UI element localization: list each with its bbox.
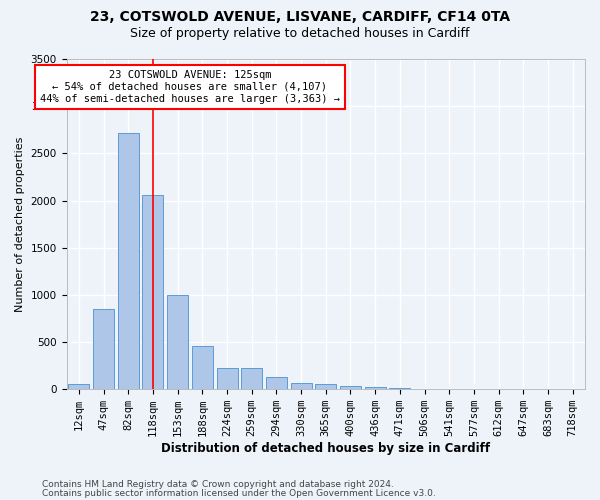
X-axis label: Distribution of detached houses by size in Cardiff: Distribution of detached houses by size … bbox=[161, 442, 490, 455]
Bar bbox=[167, 295, 188, 389]
Text: Contains public sector information licensed under the Open Government Licence v3: Contains public sector information licen… bbox=[42, 488, 436, 498]
Bar bbox=[192, 346, 213, 389]
Bar bbox=[290, 383, 311, 389]
Bar bbox=[389, 388, 410, 389]
Bar bbox=[118, 132, 139, 389]
Bar bbox=[340, 386, 361, 389]
Text: 23, COTSWOLD AVENUE, LISVANE, CARDIFF, CF14 0TA: 23, COTSWOLD AVENUE, LISVANE, CARDIFF, C… bbox=[90, 10, 510, 24]
Bar bbox=[266, 377, 287, 389]
Bar bbox=[315, 384, 336, 389]
Bar bbox=[365, 388, 386, 389]
Bar bbox=[93, 309, 114, 389]
Bar bbox=[142, 195, 163, 389]
Bar bbox=[68, 384, 89, 389]
Text: Contains HM Land Registry data © Crown copyright and database right 2024.: Contains HM Land Registry data © Crown c… bbox=[42, 480, 394, 489]
Text: Size of property relative to detached houses in Cardiff: Size of property relative to detached ho… bbox=[130, 28, 470, 40]
Y-axis label: Number of detached properties: Number of detached properties bbox=[15, 136, 25, 312]
Bar bbox=[241, 368, 262, 389]
Text: 23 COTSWOLD AVENUE: 125sqm
← 54% of detached houses are smaller (4,107)
44% of s: 23 COTSWOLD AVENUE: 125sqm ← 54% of deta… bbox=[40, 70, 340, 104]
Bar bbox=[217, 368, 238, 389]
